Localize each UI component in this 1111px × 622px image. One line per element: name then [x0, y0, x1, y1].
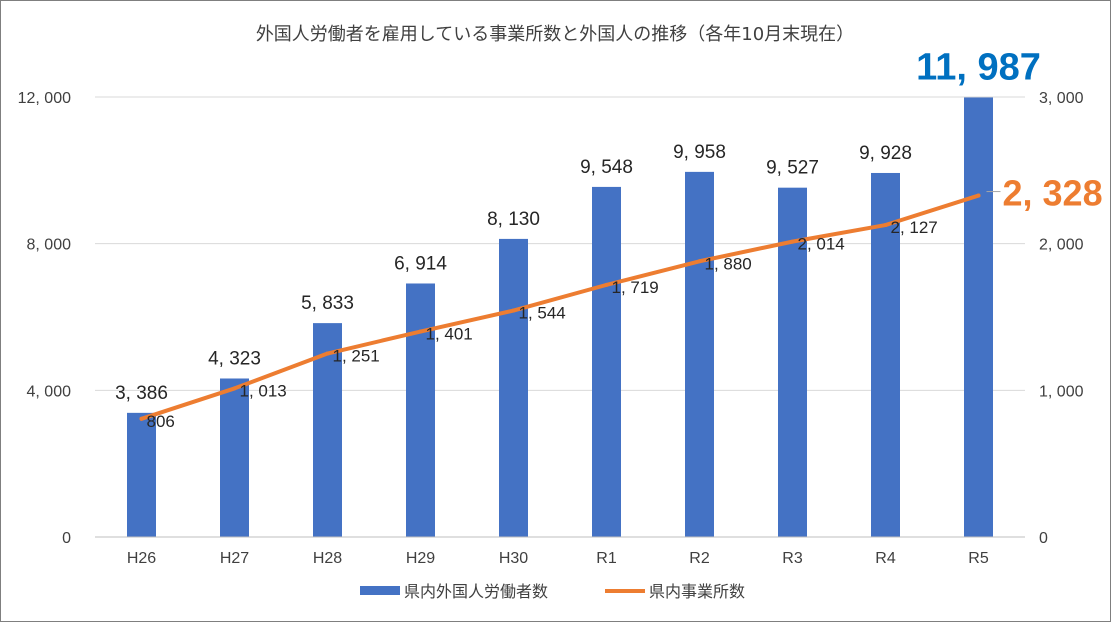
chart-title: 外国人労働者を雇用している事業所数と外国人の推移（各年10月末現在）	[256, 24, 854, 45]
right-tick-label: 3, 000	[1039, 90, 1084, 107]
data-labels: 3, 386 4, 323 5, 833 6, 914 8, 130 9, 548 9, 9…	[115, 46, 1103, 430]
legend: 県内外国人労働者数 県内事業所数	[360, 582, 745, 601]
x-tick-label: H30	[499, 550, 528, 567]
line-point	[604, 282, 609, 287]
line-series	[139, 193, 981, 421]
line-point	[325, 351, 330, 356]
right-tick-label: 1, 000	[1039, 383, 1084, 400]
line-point	[697, 259, 702, 264]
line-value-label: 2, 328	[1003, 173, 1103, 214]
line-value-label: 2, 014	[798, 235, 845, 254]
line-value-label: 1, 401	[426, 325, 473, 344]
legend-bar-swatch	[360, 586, 400, 595]
x-tick-label: H29	[406, 550, 435, 567]
line-point	[976, 193, 981, 198]
x-axis: H26 H27 H28 H29 H30 R1 R2 R3 R4 R5	[95, 536, 1025, 567]
legend-bar-label: 県内外国人労働者数	[404, 582, 548, 601]
line-point	[232, 386, 237, 391]
bar-value-label: 8, 130	[487, 209, 540, 230]
bar-value-label: 3, 386	[115, 383, 168, 404]
bar	[220, 378, 249, 537]
bar	[964, 97, 993, 537]
line-value-label: 2, 127	[891, 218, 938, 237]
line-point	[790, 239, 795, 244]
line-value-label: 1, 880	[705, 254, 752, 273]
bar	[406, 283, 435, 537]
bar	[685, 171, 714, 537]
line-point	[883, 223, 888, 228]
line-path	[139, 193, 981, 421]
bar	[592, 186, 621, 537]
legend-line-label: 県内事業所数	[649, 582, 745, 601]
right-tick-label: 0	[1039, 530, 1048, 547]
bar-value-label: 9, 958	[673, 142, 726, 163]
x-tick-label: H28	[313, 550, 342, 567]
x-tick-label: R4	[875, 550, 896, 567]
left-tick-label: 0	[62, 530, 71, 547]
line-point	[511, 308, 516, 313]
bar-value-label: 9, 548	[580, 157, 633, 178]
left-tick-label: 12, 000	[18, 90, 71, 107]
x-tick-label: H27	[220, 550, 249, 567]
bar	[778, 187, 807, 537]
right-tick-label: 2, 000	[1039, 237, 1084, 254]
bar-value-label: 5, 833	[301, 293, 354, 314]
line-value-label: 806	[147, 412, 175, 431]
right-axis: 0 1, 000 2, 000 3, 000	[1039, 90, 1084, 547]
line-value-label: 1, 251	[333, 347, 380, 366]
left-tick-label: 4, 000	[27, 383, 72, 400]
line-value-label: 1, 013	[240, 381, 287, 400]
line-point	[418, 329, 423, 334]
x-tick-label: R1	[596, 550, 617, 567]
bar	[871, 172, 900, 537]
x-tick-label: R5	[968, 550, 989, 567]
bar	[127, 412, 156, 537]
bar	[499, 238, 528, 537]
line-value-label: 1, 544	[519, 304, 566, 323]
line-value-label: 1, 719	[612, 278, 659, 297]
bar-value-label: 9, 928	[859, 143, 912, 164]
x-tick-label: H26	[127, 550, 156, 567]
line-point	[139, 416, 144, 421]
bar-value-label: 11, 987	[916, 46, 1041, 88]
bar-value-label: 9, 527	[766, 158, 819, 179]
bar-series	[127, 97, 993, 537]
x-tick-label: R3	[782, 550, 803, 567]
left-axis: 0 4, 000 8, 000 12, 000	[18, 90, 71, 547]
bar-value-label: 4, 323	[208, 348, 261, 369]
bar-value-label: 6, 914	[394, 253, 447, 274]
left-tick-label: 8, 000	[27, 237, 72, 254]
x-tick-label: R2	[689, 550, 710, 567]
